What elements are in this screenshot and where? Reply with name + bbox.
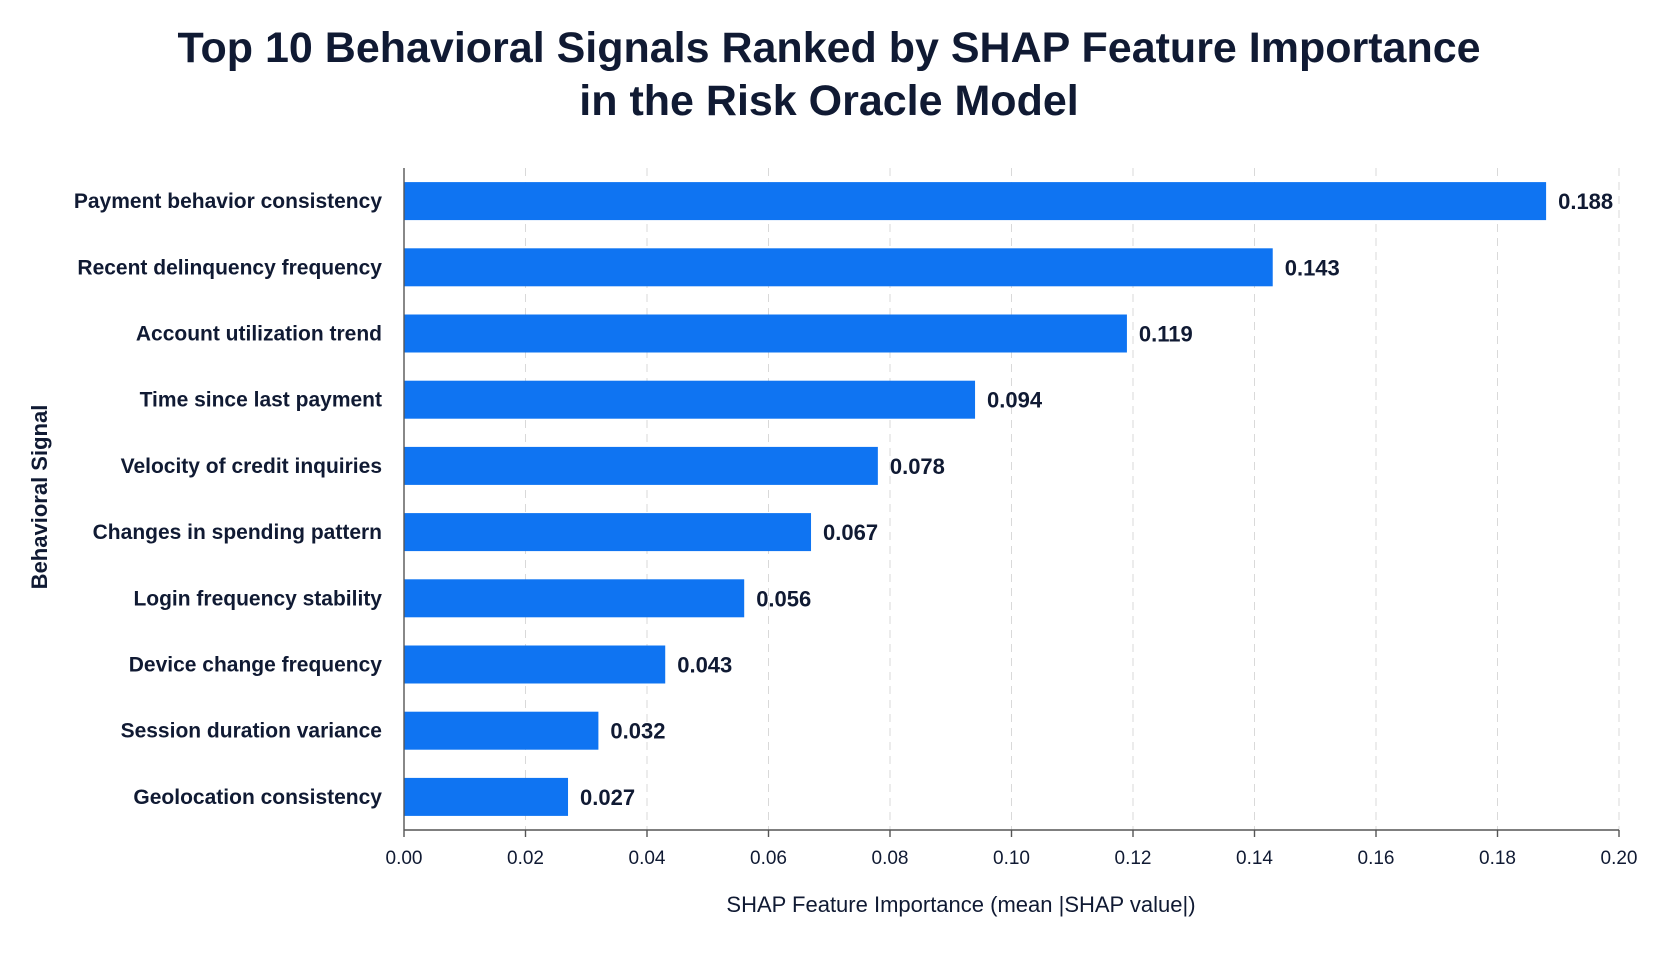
bar	[404, 380, 976, 419]
category-label: Session duration variance	[121, 720, 382, 743]
bar	[404, 645, 666, 684]
x-tick-label: 0.18	[1479, 848, 1516, 869]
x-tick-label: 0.06	[750, 848, 787, 869]
value-labels: 0.188 0.143 0.119 0.094 0.078 0.067 0.056 0.043…	[580, 189, 1613, 810]
value-label: 0.119	[1139, 322, 1193, 347]
bar	[404, 777, 569, 816]
category-labels: Payment behavior consistency Recent delin…	[74, 190, 382, 809]
category-label: Payment behavior consistency	[74, 190, 382, 213]
category-label: Recent delinquency frequency	[77, 256, 382, 279]
x-tick-label: 0.14	[1236, 848, 1273, 869]
bar	[404, 446, 878, 485]
chart-title-line-2: in the Risk Oracle Model	[579, 77, 1078, 125]
value-label: 0.143	[1285, 255, 1340, 280]
chart-title-line-1: Top 10 Behavioral Signals Ranked by SHAP…	[177, 24, 1480, 72]
value-label: 0.094	[987, 388, 1043, 413]
x-tick-label: 0.04	[629, 848, 666, 869]
x-axis-title: SHAP Feature Importance (mean |SHAP valu…	[726, 892, 1195, 917]
value-label: 0.078	[890, 454, 945, 479]
category-label: Velocity of credit inquiries	[121, 455, 382, 478]
x-tick-label: 0.00	[386, 848, 423, 869]
bar	[404, 579, 745, 618]
bar	[404, 182, 1547, 221]
x-tick-label: 0.12	[1115, 848, 1152, 869]
bar	[404, 711, 599, 750]
category-label: Time since last payment	[140, 389, 382, 412]
category-label: Login frequency stability	[133, 587, 382, 610]
x-tick-label: 0.20	[1601, 848, 1638, 869]
value-label: 0.067	[823, 520, 878, 545]
bar	[404, 314, 1127, 353]
x-tick-label: 0.08	[872, 848, 909, 869]
value-label: 0.056	[756, 586, 811, 611]
x-tick-label: 0.10	[993, 848, 1030, 869]
value-label: 0.032	[610, 719, 665, 744]
value-label: 0.188	[1558, 189, 1613, 214]
category-label: Account utilization trend	[136, 323, 382, 346]
x-tick-label: 0.02	[507, 848, 544, 869]
category-label: Device change frequency	[129, 654, 383, 677]
category-label: Geolocation consistency	[133, 786, 382, 809]
y-axis-title: Behavioral Signal	[27, 405, 52, 590]
x-tick-label: 0.16	[1358, 848, 1395, 869]
bar	[404, 513, 812, 552]
x-axis-ticks: 0.00 0.02 0.04 0.06 0.08 0.10 0.12 0.14 0.16 0.18…	[386, 830, 1638, 869]
category-label: Changes in spending pattern	[93, 521, 382, 544]
value-label: 0.027	[580, 785, 635, 810]
chart-title: Top 10 Behavioral Signals Ranked by SHAP…	[177, 24, 1480, 125]
bar	[404, 248, 1273, 287]
bars	[404, 182, 1547, 816]
value-label: 0.043	[677, 653, 732, 678]
